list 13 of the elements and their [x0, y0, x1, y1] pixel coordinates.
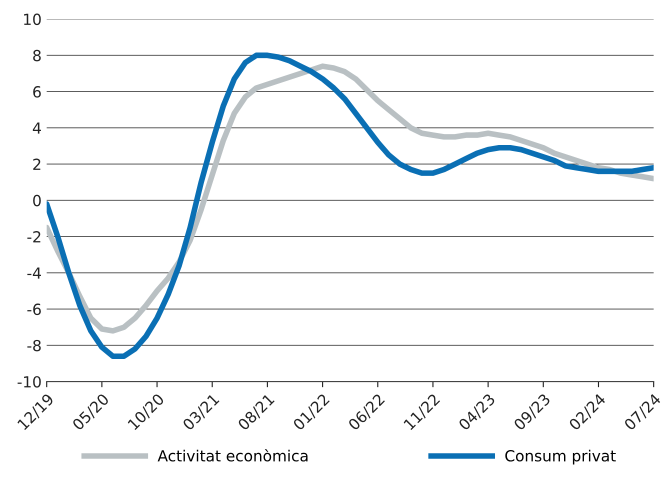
y-tick-label: 8: [33, 50, 41, 62]
y-tick-label: -2: [27, 231, 40, 242]
legend-label: Consum privat: [505, 450, 616, 465]
y-tick-label: 0: [33, 194, 41, 206]
y-tick-label: -6: [27, 304, 41, 316]
y-tick-label: 4: [32, 122, 41, 134]
y-tick-label: 6: [33, 86, 41, 98]
y-tick-label: 2: [33, 158, 40, 170]
y-tick-label: -10: [18, 376, 41, 388]
y-tick-label: -8: [27, 340, 41, 352]
y-tick-label: 10: [24, 14, 41, 26]
legend-label: Activitat econòmica: [158, 449, 308, 462]
y-tick-label: -4: [27, 268, 41, 279]
